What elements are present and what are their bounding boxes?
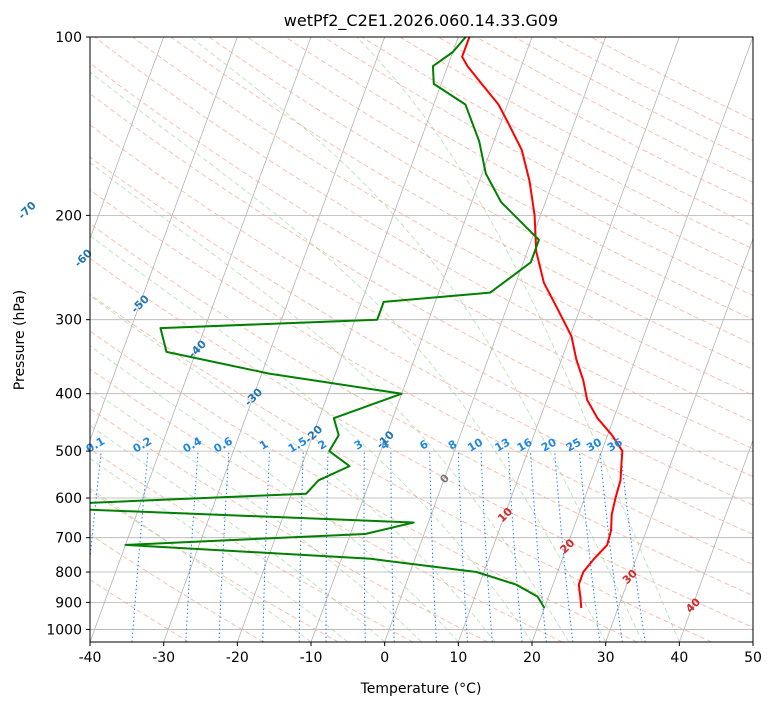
dry-adiabat-line <box>90 368 563 642</box>
y-tick-label: 100 <box>55 30 82 46</box>
dry-adiabat-line <box>247 37 753 321</box>
moist-adiabat-line <box>190 37 643 642</box>
mixing-ratio-line <box>578 451 601 642</box>
dry-adiabat-line <box>208 37 753 345</box>
dry-adiabat-line <box>552 37 753 141</box>
x-tick-label: -40 <box>79 650 102 666</box>
plot-frame <box>89 36 754 643</box>
mixing-ratio-line <box>620 451 646 642</box>
x-tick-label: 50 <box>744 650 762 666</box>
dry-adiabat-line <box>361 37 753 250</box>
y-tick-label: 200 <box>55 208 82 224</box>
y-tick-label: 400 <box>55 387 82 403</box>
dry-adiabat-line <box>132 37 753 396</box>
chart-title: wetPf2_C2E1.2026.060.14.33.G09 <box>284 11 558 31</box>
moist-adiabat-line <box>90 162 570 642</box>
temperature-profile-line <box>461 37 624 609</box>
y-tick-label: 300 <box>55 313 82 329</box>
x-tick-label: 0 <box>380 650 389 666</box>
moist-adiabat-line <box>90 71 607 642</box>
y-tick-label: 1000 <box>46 622 82 638</box>
x-axis-label: Temperature (°C) <box>360 681 482 697</box>
isotherm-line <box>90 37 165 240</box>
dry-adiabat-line <box>90 189 753 565</box>
y-axis-label: Pressure (hPa) <box>12 290 28 390</box>
dry-adiabat-line <box>476 37 753 183</box>
y-tick-label: 500 <box>55 444 82 460</box>
moist-adiabat-line <box>90 424 385 642</box>
x-tick-label: 20 <box>523 650 541 666</box>
moist-adiabat-line <box>90 235 533 642</box>
x-tick-label: -10 <box>300 650 323 666</box>
isotherm-line <box>236 37 459 642</box>
x-tick-label: 30 <box>597 650 615 666</box>
dry-adiabat-line <box>90 257 753 628</box>
isotherm-line <box>457 37 680 642</box>
isotherm-line <box>678 439 753 642</box>
x-tick-label: -20 <box>226 650 249 666</box>
dry-adiabat-line <box>90 124 753 506</box>
x-tick-label: -30 <box>152 650 175 666</box>
mixing-ratio-line <box>599 451 623 642</box>
moist-adiabat-line <box>90 345 459 642</box>
x-tick-label: 10 <box>449 650 467 666</box>
isotherm-line <box>752 640 753 642</box>
dry-adiabat-line <box>90 62 753 450</box>
dry-adiabat-line <box>90 293 712 642</box>
sounding-profiles <box>90 37 624 609</box>
isotherm-line <box>605 237 753 642</box>
dry-adiabat-line <box>94 37 753 423</box>
isotherm-line <box>90 37 312 642</box>
moist-adiabat-line <box>90 457 349 642</box>
isotherm-label: -70 <box>15 199 38 222</box>
isotherm-line <box>531 37 753 642</box>
dry-adiabat-line <box>399 37 753 227</box>
x-tick-label: 40 <box>670 650 688 666</box>
y-tick-label: 800 <box>55 565 82 581</box>
isotherm-line <box>90 37 238 442</box>
moist-adiabat-line <box>356 37 680 642</box>
y-tick-label: 700 <box>55 531 82 547</box>
dry-adiabat-line <box>170 37 753 370</box>
isotherm-line <box>384 37 607 642</box>
dewpoint-profile-line <box>90 37 546 609</box>
axis-ticks: -40 -30 -20 -10 0 10 20 30 40 50 100 200 300 400 500 60… <box>46 30 762 666</box>
dry-adiabat-line <box>514 37 753 162</box>
y-tick-label: 900 <box>55 595 82 611</box>
y-tick-label: 600 <box>55 491 82 507</box>
dry-adiabat-line <box>90 330 638 642</box>
dry-adiabat-line <box>90 93 753 478</box>
